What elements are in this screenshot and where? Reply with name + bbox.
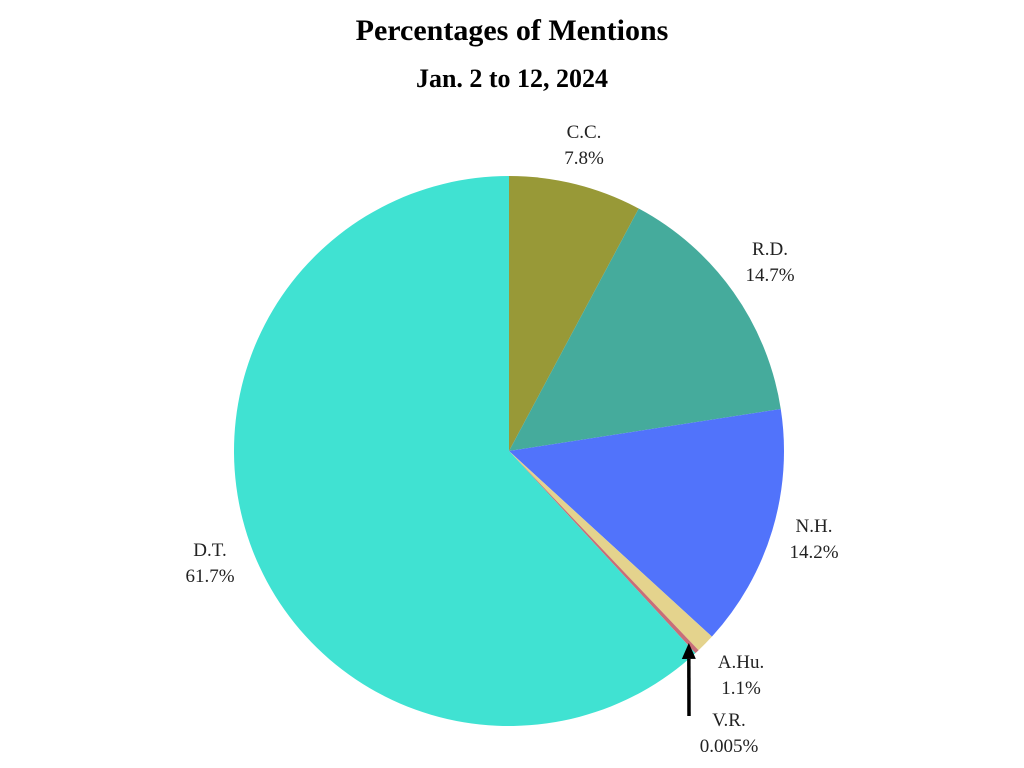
slice-name-label-v-r: V.R. <box>712 710 745 731</box>
slice-name-label-r-d: R.D. <box>752 239 788 260</box>
slice-value-label-v-r: 0.005% <box>700 736 759 757</box>
pie-slice-a-hu <box>509 451 712 651</box>
slice-value-label-a-hu: 1.1% <box>721 678 761 699</box>
pie-slice-n-h <box>509 408 784 637</box>
pie-slice-v-r <box>509 451 699 654</box>
annotation-arrow-head <box>681 642 696 659</box>
slice-name-label-d-t: D.T. <box>193 540 226 561</box>
pie-annotations <box>681 642 696 717</box>
slice-name-label-a-hu: A.Hu. <box>718 652 764 673</box>
slice-value-label-n-h: 14.2% <box>789 542 838 563</box>
pie-slice-r-d <box>509 208 781 451</box>
pie-labels: C.C. 7.8% R.D. 14.7% N.H. 14.2% A.Hu. 1.1% V.R. 0… <box>185 122 838 757</box>
pie-slice-d-t <box>234 176 696 726</box>
slice-value-label-d-t: 61.7% <box>185 566 234 587</box>
slice-value-label-c-c: 7.8% <box>564 148 604 169</box>
pie-slices <box>234 176 784 726</box>
chart-title: Percentages of Mentions <box>355 14 669 47</box>
slice-value-label-r-d: 14.7% <box>745 265 794 286</box>
chart-subtitle: Jan. 2 to 12, 2024 <box>415 64 609 93</box>
slice-name-label-n-h: N.H. <box>796 516 833 537</box>
pie-slice-c-c <box>509 176 639 451</box>
slice-name-label-c-c: C.C. <box>567 122 602 143</box>
